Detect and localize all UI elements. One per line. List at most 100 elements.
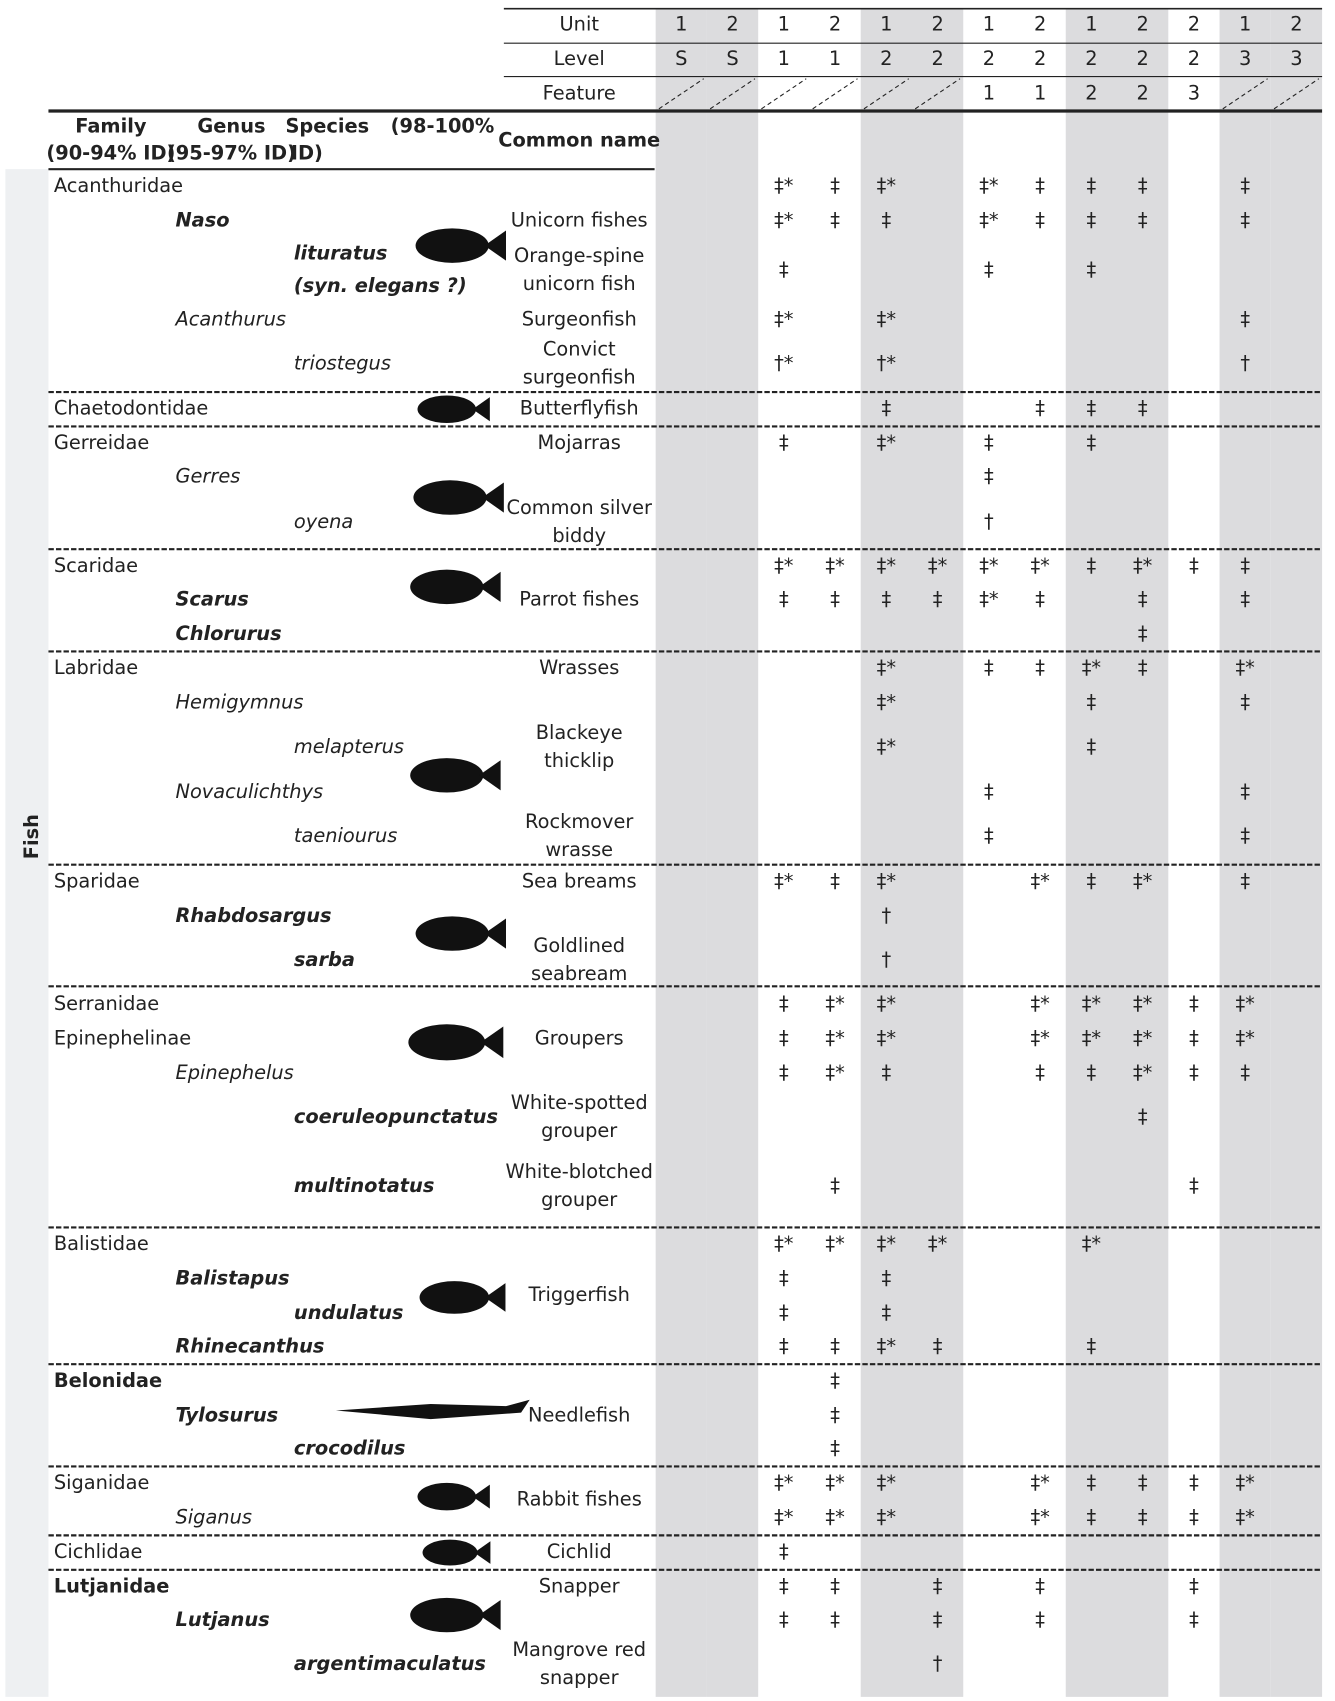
common-name: unicorn fish	[523, 272, 636, 295]
taxon-name: Sparidae	[54, 869, 140, 892]
common-name: White-spotted	[511, 1091, 648, 1114]
occurrence-mark: ‡*	[1030, 992, 1050, 1015]
taxon-name: Belonidae	[54, 1369, 162, 1392]
taxon-name: Balistapus	[175, 1267, 289, 1290]
occurrence-mark: ‡	[1240, 780, 1250, 803]
occurrence-mark: ‡	[881, 1061, 891, 1084]
occurrence-mark: ‡*	[1030, 1027, 1050, 1050]
taxon-name: Labridae	[54, 656, 138, 679]
occurrence-mark: ‡*	[1030, 869, 1050, 892]
taxon-name: Scarus	[175, 587, 248, 610]
fish-tail	[482, 482, 504, 513]
occurrence-mark: ‡	[830, 869, 840, 892]
common-name: Butterflyfish	[520, 397, 639, 420]
header-cell: 2	[1034, 12, 1046, 35]
taxon-name: Epinephelus	[175, 1061, 293, 1084]
occurrence-mark: ‡	[1189, 992, 1199, 1015]
occurrence-mark: ‡	[1087, 1061, 1097, 1084]
taxon-name: Chaetodontidae	[54, 397, 208, 420]
common-name: seabream	[531, 962, 627, 985]
column-shade	[860, 8, 912, 1697]
occurrence-mark: ‡*	[1236, 992, 1256, 1015]
occurrence-mark: ‡*	[825, 1471, 845, 1494]
occurrence-mark: ‡*	[825, 1061, 845, 1084]
occurrence-mark: ‡	[1087, 735, 1097, 758]
taxon-name: Naso	[175, 208, 229, 231]
occurrence-mark: ‡*	[1082, 992, 1102, 1015]
common-name: Triggerfish	[528, 1283, 630, 1306]
occurrence-mark: ‡*	[877, 735, 897, 758]
occurrence-mark: ‡	[1138, 397, 1148, 420]
common-name: Parrot fishes	[519, 587, 639, 610]
header-cell: 2	[829, 12, 841, 35]
header-cell: 2	[1136, 12, 1148, 35]
common-name: Cichlid	[547, 1540, 612, 1563]
occurrence-mark: ‡	[830, 1608, 840, 1631]
col-head: Species	[285, 115, 369, 138]
hatch	[914, 78, 961, 110]
occurrence-mark: ‡*	[877, 1027, 897, 1050]
hatch	[812, 78, 858, 110]
common-name: surgeonfish	[523, 366, 636, 389]
column-shade	[1065, 8, 1118, 1697]
occurrence-mark: ‡	[779, 992, 789, 1015]
occurrence-mark: ‡*	[1236, 1027, 1256, 1050]
occurrence-mark: ‡	[881, 208, 891, 231]
common-name: Convict	[543, 338, 616, 361]
fish-tail	[484, 230, 507, 261]
column-shade	[1219, 8, 1271, 1697]
occurrence-mark: ‡*	[1082, 656, 1102, 679]
occurrence-mark: ‡*	[877, 307, 897, 330]
occurrence-mark: ‡*	[877, 174, 897, 197]
occurrence-mark: ‡	[779, 1575, 789, 1598]
occurrence-mark: ‡*	[1133, 992, 1153, 1015]
header-row-label: Level	[554, 47, 605, 70]
occurrence-mark: ‡	[1240, 208, 1250, 231]
occurrence-mark: ‡	[984, 780, 994, 803]
occurrence-mark: ‡	[1087, 258, 1097, 281]
occurrence-mark: ‡	[779, 1608, 789, 1631]
occurrence-mark: ‡*	[1236, 1506, 1256, 1529]
occurrence-mark: ‡	[830, 587, 840, 610]
column-shade	[706, 8, 759, 1697]
occurrence-mark: ‡*	[928, 554, 948, 577]
taxon-name: lituratus	[294, 242, 387, 265]
occurrence-mark: ‡	[779, 431, 789, 454]
common-name: snapper	[540, 1666, 619, 1689]
occurrence-mark: ‡*	[825, 1232, 845, 1255]
col-head: (95-97% ID)	[167, 142, 296, 165]
occurrence-mark: ‡*	[774, 869, 794, 892]
occurrence-mark: ‡*	[1133, 1061, 1153, 1084]
occurrence-mark: ‡	[1035, 1575, 1045, 1598]
column-shade	[911, 8, 964, 1697]
occurrence-mark: ‡*	[877, 431, 897, 454]
header-cell: 1	[983, 81, 995, 104]
occurrence-mark: ‡	[1189, 1174, 1199, 1197]
occurrence-mark: ‡	[933, 587, 943, 610]
occurrence-mark: ‡	[830, 1575, 840, 1598]
fish-tail	[485, 1283, 506, 1312]
occurrence-mark: ‡	[1138, 1105, 1148, 1128]
fish-tail	[480, 1026, 504, 1059]
occurrence-mark: ‡*	[1030, 554, 1050, 577]
occurrence-mark: ‡*	[774, 307, 794, 330]
fish-silhouette	[417, 1482, 477, 1511]
hatch	[863, 78, 910, 110]
occurrence-mark: ‡	[779, 587, 789, 610]
taxon-name: melapterus	[294, 735, 404, 758]
occurrence-mark: ‡	[830, 208, 840, 231]
occurrence-mark: ‡	[779, 1267, 789, 1290]
common-name: Blackeye	[536, 721, 623, 744]
common-name: Rabbit fishes	[517, 1487, 642, 1510]
occurrence-mark: ‡	[1035, 1061, 1045, 1084]
occurrence-mark: ‡*	[928, 1232, 948, 1255]
header-cell: 1	[1085, 12, 1097, 35]
fish-silhouette	[410, 1597, 484, 1633]
occurrence-mark: ‡	[779, 1061, 789, 1084]
occurrence-mark: ‡	[881, 1267, 891, 1290]
common-name: Groupers	[535, 1027, 624, 1050]
occurrence-mark: †*	[877, 352, 897, 375]
occurrence-mark: ‡	[779, 258, 789, 281]
